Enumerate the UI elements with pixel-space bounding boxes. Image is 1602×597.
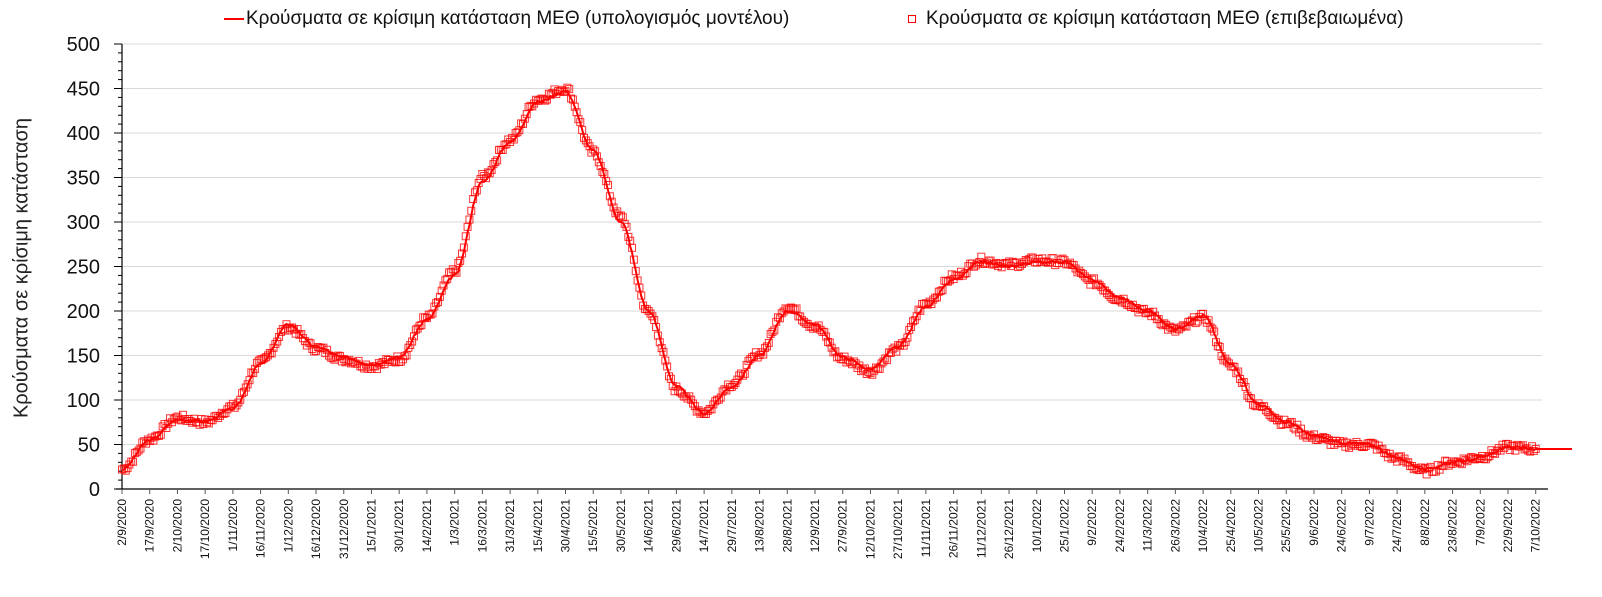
x-tick-label: 25/5/2022 bbox=[1279, 499, 1293, 553]
x-tick-label: 1/11/2020 bbox=[226, 499, 240, 552]
x-tick-label: 14/6/2021 bbox=[642, 499, 656, 553]
x-tick-label: 9/7/2022 bbox=[1362, 499, 1376, 546]
x-tick-label: 15/1/2021 bbox=[364, 499, 378, 553]
y-axis-ticks: 0 50 100 150 200 250 300 350 400 450 500 bbox=[67, 34, 122, 501]
x-tick-label: 2/9/2020 bbox=[115, 499, 129, 546]
x-tick-label: 10/1/2022 bbox=[1030, 499, 1044, 553]
legend-label-model: Κρούσματα σε κρίσιμη κατάσταση ΜΕΘ (υπολ… bbox=[246, 8, 790, 29]
x-tick-label: 9/2/2022 bbox=[1085, 499, 1099, 546]
x-tick-label: 24/2/2022 bbox=[1113, 499, 1127, 553]
y-tick-label: 150 bbox=[67, 346, 100, 368]
x-tick-label: 15/4/2021 bbox=[531, 499, 545, 553]
x-tick-label: 13/8/2021 bbox=[753, 499, 767, 553]
chart-legend: Κρούσματα σε κρίσιμη κατάσταση ΜΕΘ (υπολ… bbox=[0, 0, 1602, 40]
confirmed-series-markers bbox=[118, 83, 1540, 479]
x-tick-label: 10/5/2022 bbox=[1252, 499, 1266, 553]
legend-square-marker-icon bbox=[908, 15, 916, 23]
x-tick-label: 25/4/2022 bbox=[1224, 499, 1238, 553]
x-tick-label: 8/8/2022 bbox=[1418, 499, 1432, 546]
x-tick-label: 30/5/2021 bbox=[614, 499, 628, 553]
legend-item-confirmed: Κρούσματα σε κρίσιμη κατάσταση ΜΕΘ (επιβ… bbox=[908, 8, 1404, 30]
x-tick-label: 23/8/2022 bbox=[1446, 499, 1460, 553]
model-series-line bbox=[121, 89, 1572, 472]
y-tick-label: 350 bbox=[67, 168, 100, 190]
x-tick-label: 29/7/2021 bbox=[725, 499, 739, 553]
y-tick-label: 250 bbox=[67, 257, 100, 279]
x-tick-label: 24/6/2022 bbox=[1335, 499, 1349, 553]
x-tick-label: 14/7/2021 bbox=[697, 499, 711, 553]
x-tick-label: 24/7/2022 bbox=[1390, 499, 1404, 553]
x-tick-label: 15/5/2021 bbox=[586, 499, 600, 553]
x-tick-label: 16/12/2020 bbox=[309, 499, 323, 559]
x-tick-label: 30/4/2021 bbox=[559, 499, 573, 553]
x-tick-label: 1/3/2021 bbox=[448, 499, 462, 546]
x-tick-label: 31/12/2020 bbox=[337, 499, 351, 559]
x-tick-label: 12/9/2021 bbox=[808, 499, 822, 553]
x-tick-label: 27/9/2021 bbox=[836, 499, 850, 553]
x-tick-label: 31/3/2021 bbox=[503, 499, 517, 553]
x-tick-label: 16/11/2020 bbox=[254, 499, 268, 558]
x-tick-label: 16/3/2021 bbox=[475, 499, 489, 553]
x-tick-label: 17/9/2020 bbox=[143, 499, 157, 553]
x-tick-label: 11/11/2021 bbox=[919, 499, 933, 558]
y-tick-label: 0 bbox=[89, 479, 100, 501]
y-tick-label: 200 bbox=[67, 301, 100, 323]
x-tick-label: 17/10/2020 bbox=[198, 499, 212, 559]
x-axis-ticks: 2/9/2020 17/9/2020 2/10/2020 17/10/2020 1/11… bbox=[115, 489, 1543, 559]
x-tick-label: 7/9/2022 bbox=[1473, 499, 1487, 546]
x-tick-label: 26/11/2021 bbox=[947, 499, 961, 558]
legend-item-model: Κρούσματα σε κρίσιμη κατάσταση ΜΕΘ (υπολ… bbox=[224, 8, 789, 30]
legend-line-icon bbox=[224, 18, 244, 20]
x-tick-label: 29/6/2021 bbox=[669, 499, 683, 553]
x-tick-label: 26/12/2021 bbox=[1002, 499, 1016, 559]
x-tick-label: 11/3/2022 bbox=[1141, 499, 1155, 552]
x-tick-label: 30/1/2021 bbox=[392, 499, 406, 553]
x-tick-label: 1/12/2020 bbox=[281, 499, 295, 553]
y-tick-label: 50 bbox=[78, 435, 100, 457]
x-tick-label: 11/12/2021 bbox=[974, 499, 988, 558]
y-tick-label: 100 bbox=[67, 390, 100, 412]
y-tick-label: 300 bbox=[67, 212, 100, 234]
x-tick-label: 10/4/2022 bbox=[1196, 499, 1210, 553]
y-tick-label: 450 bbox=[67, 79, 100, 101]
x-tick-label: 27/10/2021 bbox=[891, 499, 905, 559]
x-tick-label: 25/1/2022 bbox=[1057, 499, 1071, 553]
x-tick-label: 22/9/2022 bbox=[1501, 499, 1515, 553]
x-tick-label: 26/3/2022 bbox=[1168, 499, 1182, 553]
gridlines bbox=[122, 43, 1542, 445]
x-tick-label: 9/6/2022 bbox=[1307, 499, 1321, 546]
x-tick-label: 7/10/2022 bbox=[1529, 499, 1543, 553]
y-tick-label: 500 bbox=[67, 34, 100, 56]
y-tick-label: 400 bbox=[67, 123, 100, 145]
x-tick-label: 12/10/2021 bbox=[863, 499, 877, 559]
x-tick-label: 14/2/2021 bbox=[420, 499, 434, 553]
legend-label-confirmed: Κρούσματα σε κρίσιμη κατάσταση ΜΕΘ (επιβ… bbox=[926, 8, 1404, 29]
x-tick-label: 2/10/2020 bbox=[170, 499, 184, 553]
x-tick-label: 28/8/2021 bbox=[780, 499, 794, 553]
